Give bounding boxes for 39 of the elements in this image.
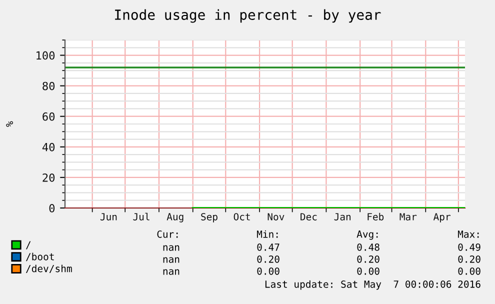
x-tick-label: Apr <box>433 213 450 222</box>
x-tick-label: Jun <box>100 213 117 220</box>
text: 0.20 <box>357 255 380 263</box>
text: 0.49 <box>458 243 480 251</box>
y-tick-label: 0 <box>49 204 55 212</box>
y-axis-title: % <box>6 121 13 127</box>
y-tick-label: 20 <box>42 173 55 182</box>
x-tick-label: Feb <box>368 212 384 220</box>
chart-title: Inode usage in percent - by year <box>115 9 381 23</box>
x-tick-label: Nov <box>268 213 284 220</box>
x-tick-label: Sep <box>201 213 218 222</box>
text: 0.00 <box>357 267 380 275</box>
text: 0.48 <box>357 243 380 251</box>
text: 0.00 <box>257 267 280 275</box>
y-tick-label: 100 <box>36 51 55 60</box>
y-tick-label: 80 <box>42 82 55 90</box>
x-tick-label: Oct <box>234 213 250 220</box>
text: Min: <box>256 230 278 238</box>
x-tick-label: Dec <box>300 213 317 220</box>
text: 0.47 <box>257 243 280 251</box>
text: nan <box>163 269 180 275</box>
x-tick-label: Aug <box>166 213 184 222</box>
legend-label: /dev/shm <box>26 264 72 273</box>
x-tick-label: Mar <box>400 213 417 220</box>
y-tick-label: 60 <box>42 112 55 121</box>
text: Last update: Sat May 7 00:00:06 2016 <box>265 280 480 290</box>
text: Cur: <box>157 230 178 238</box>
text: nan <box>163 245 180 251</box>
text: Max: <box>458 230 479 238</box>
text: Avg: <box>356 230 378 240</box>
x-tick-label: Jul <box>133 212 150 220</box>
text: 0.20 <box>257 255 280 263</box>
legend-label: /boot <box>26 252 54 262</box>
text: nan <box>163 257 180 263</box>
y-tick-label: 40 <box>42 142 55 152</box>
x-tick-label: Jan <box>334 213 351 220</box>
text: 0.00 <box>458 267 480 275</box>
text: 0.20 <box>458 255 480 263</box>
legend-label: / <box>26 241 31 250</box>
